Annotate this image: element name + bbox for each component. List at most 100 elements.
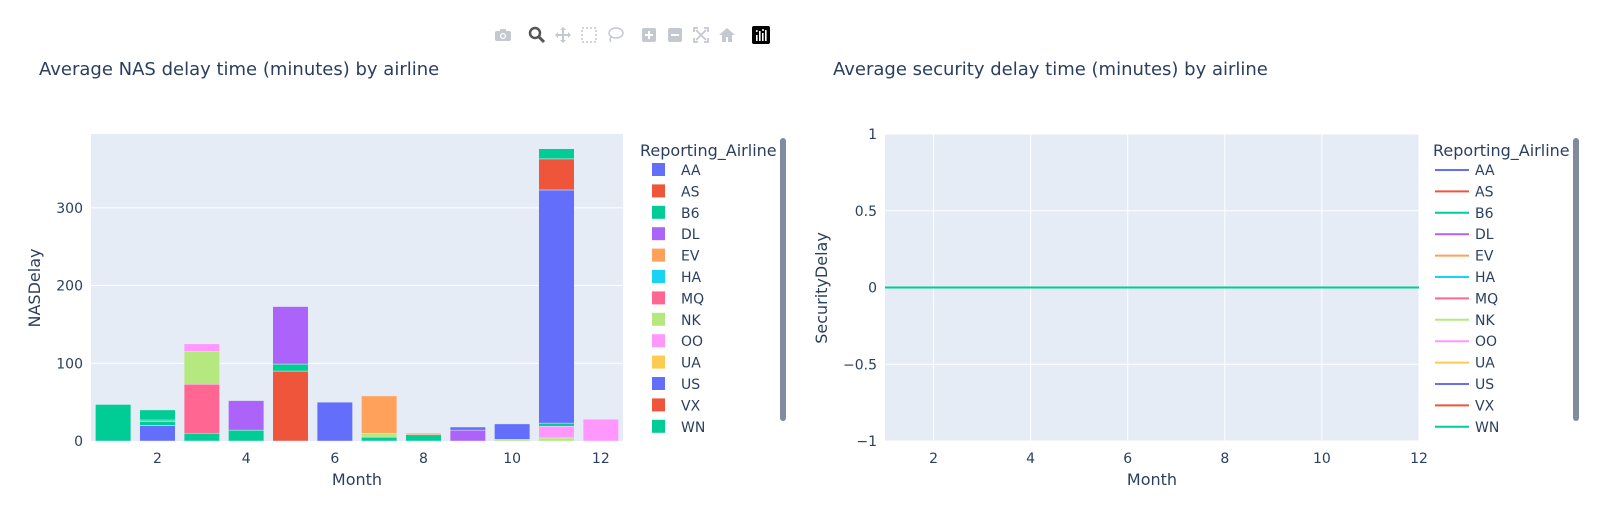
nas-x-tick-label: 4	[242, 451, 251, 467]
nas-bar-WN-month-3	[183, 432, 220, 442]
security-x-tick-label: 4	[1026, 451, 1035, 467]
nas-bar-WN-month-8	[405, 434, 442, 442]
nas-legend-label: AS	[681, 184, 700, 200]
nas-legend-item-B6[interactable]: B6	[652, 205, 700, 222]
nas-legend-swatch	[652, 184, 665, 198]
nas-legend-label: WN	[681, 420, 705, 436]
nas-legend-item-NK[interactable]: NK	[652, 312, 701, 329]
security-x-tick-label: 12	[1410, 451, 1428, 467]
nas-bar-B6-month-1	[95, 404, 132, 442]
security-legend-label: AA	[1475, 163, 1495, 179]
security-legend-item-AS[interactable]: AS	[1435, 184, 1494, 200]
lasso-select-icon[interactable]	[602, 24, 628, 46]
nas-bar-B6-month-2	[139, 409, 176, 421]
security-legend-item-UA[interactable]: UA	[1435, 356, 1495, 372]
camera-icon[interactable]	[490, 24, 516, 46]
nas-bar-DL-month-9	[449, 429, 486, 442]
zoom-icon[interactable]	[524, 24, 550, 46]
nas-legend-label: DL	[681, 227, 700, 243]
nas-legend-swatch	[652, 312, 665, 326]
nas-y-tick-label: 300	[56, 201, 83, 217]
nas-legend-item-OO[interactable]: OO	[652, 334, 703, 350]
nas-bar-B6-month-11	[538, 422, 575, 427]
nas-x-axis-title: Month	[332, 470, 382, 489]
plotly-logo-icon[interactable]	[748, 24, 774, 46]
nas-x-tick-label: 8	[419, 451, 428, 467]
nas-legend-title: Reporting_Airline	[640, 141, 777, 161]
nas-bar-AA-month-10	[494, 423, 531, 440]
nas-chart-title: Average NAS delay time (minutes) by airl…	[39, 59, 439, 80]
nas-legend-item-AA[interactable]: AA	[652, 163, 701, 179]
nas-legend-label: VX	[681, 398, 701, 414]
nas-legend-item-UA[interactable]: UA	[652, 355, 701, 372]
autoscale-icon[interactable]	[688, 24, 714, 46]
pan-icon[interactable]	[550, 24, 576, 46]
nas-bar-NK-month-3	[183, 351, 220, 385]
nas-legend-swatch	[652, 377, 665, 390]
nas-legend-label: US	[681, 377, 700, 393]
nas-bar-B6-month-5	[272, 363, 309, 372]
nas-legend-item-HA[interactable]: HA	[652, 270, 702, 286]
nas-bar-B6-month-2	[139, 421, 176, 426]
nas-legend-item-EV[interactable]: EV	[652, 248, 700, 265]
nas-legend-swatch	[652, 291, 665, 305]
nas-legend-label: MQ	[681, 291, 704, 307]
nas-x-ticks: 2 4 6 8 10 12	[153, 451, 610, 467]
security-legend-label: MQ	[1475, 291, 1498, 307]
nas-legend-item-WN[interactable]: WN	[652, 419, 705, 436]
nas-legend-item-VX[interactable]: VX	[652, 398, 701, 414]
nas-legend-swatch	[652, 227, 665, 241]
security-legend-label: DL	[1475, 227, 1494, 243]
security-y-ticks: 1 0.5 0 −0.5 −1	[843, 127, 877, 450]
nas-bar-EV-month-7	[361, 395, 398, 434]
security-legend-item-NK[interactable]: NK	[1435, 313, 1495, 329]
security-y-tick-label: 1	[868, 127, 877, 143]
box-select-icon[interactable]	[576, 24, 602, 46]
security-chart-title: Average security delay time (minutes) by…	[833, 59, 1268, 80]
security-legend-label: OO	[1475, 334, 1497, 350]
security-legend-label: EV	[1475, 249, 1494, 265]
security-legend-item-WN[interactable]: WN	[1435, 420, 1499, 436]
nas-x-tick-label: 6	[330, 451, 339, 467]
security-legend-label: WN	[1475, 420, 1499, 436]
security-legend-label: UA	[1475, 356, 1495, 372]
nas-legend-label: NK	[681, 313, 701, 329]
reset-axes-icon[interactable]	[714, 24, 740, 46]
security-legend-label: AS	[1475, 184, 1494, 200]
security-y-tick-label: −1	[856, 434, 877, 450]
nas-bar-DL-month-4	[228, 400, 265, 431]
nas-y-axis-title: NASDelay	[25, 249, 44, 328]
nas-bar-AS-month-5	[272, 370, 309, 442]
security-legend-label: VX	[1475, 398, 1495, 414]
security-legend-item-US[interactable]: US	[1435, 377, 1494, 393]
nas-legend-scrollbar[interactable]	[780, 138, 786, 421]
security-legend-item-OO[interactable]: OO	[1435, 334, 1497, 350]
security-legend-scrollbar[interactable]	[1573, 138, 1579, 421]
security-legend-label: NK	[1475, 313, 1495, 329]
nas-legend: AA AS B6 DL EV HA MQ NK OO UA US VX WN	[652, 163, 705, 436]
nas-legend-swatch	[652, 355, 665, 369]
security-legend-item-HA[interactable]: HA	[1435, 270, 1496, 286]
nas-bar-WN-month-7	[361, 436, 398, 442]
security-legend-item-VX[interactable]: VX	[1435, 398, 1495, 414]
nas-legend-swatch	[652, 334, 665, 348]
nas-legend-label: OO	[681, 334, 703, 350]
nas-bar-EV-month-8	[405, 432, 442, 436]
nas-legend-item-DL[interactable]: DL	[652, 227, 700, 243]
security-legend-item-B6[interactable]: B6	[1435, 206, 1494, 222]
nas-grid	[91, 207, 623, 364]
nas-legend-item-US[interactable]: US	[652, 377, 700, 393]
security-legend-item-DL[interactable]: DL	[1435, 227, 1494, 243]
security-y-tick-label: −0.5	[843, 357, 877, 373]
nas-legend-swatch	[652, 419, 665, 433]
nas-legend-item-MQ[interactable]: MQ	[652, 291, 704, 307]
security-legend-item-MQ[interactable]: MQ	[1435, 291, 1498, 307]
security-legend-item-EV[interactable]: EV	[1435, 249, 1494, 265]
security-legend-item-AA[interactable]: AA	[1435, 163, 1495, 179]
zoom-in-icon[interactable]	[636, 24, 662, 46]
nas-legend-item-AS[interactable]: AS	[652, 184, 700, 200]
nas-bar-OO-month-3	[183, 343, 220, 352]
zoom-out-icon[interactable]	[662, 24, 688, 46]
nas-bar-OO-month-12	[582, 418, 619, 442]
